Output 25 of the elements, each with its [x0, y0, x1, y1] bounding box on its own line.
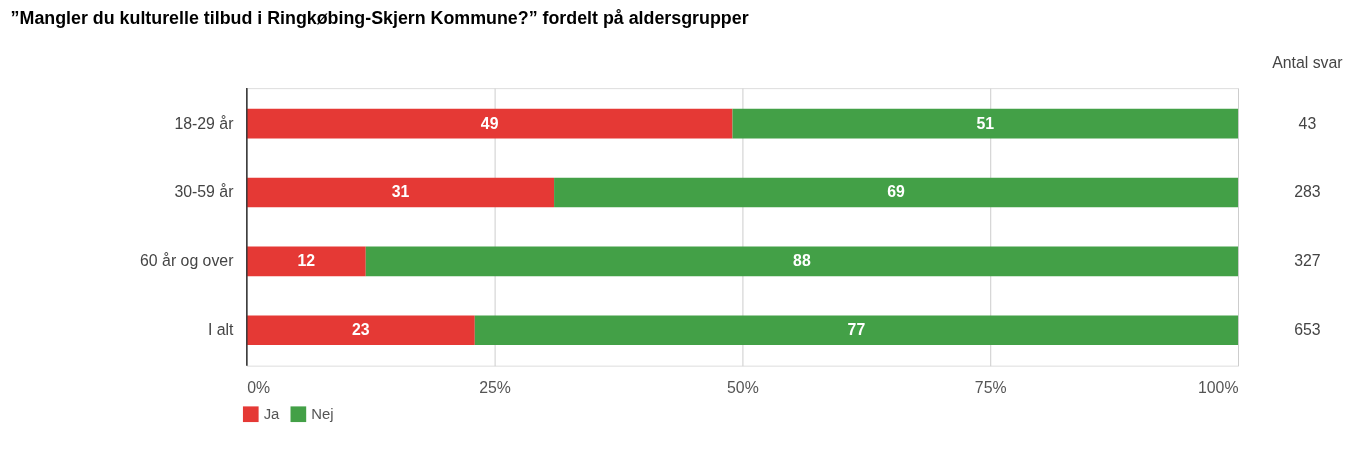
data-label: 77: [847, 321, 866, 339]
chart-title: ”Mangler du kulturelle tilbud i Ringkøbing-Skjern Kommune?” fordelt på aldersgrupper: [10, 7, 749, 28]
y-tick-label: 18-29 år: [174, 114, 235, 132]
text: Antal svar: [1272, 54, 1344, 72]
data-label: 88: [793, 252, 811, 270]
y-tick-label: 60 år og over: [140, 252, 235, 270]
text: 327: [1294, 252, 1321, 270]
x-tick-label: 50%: [727, 378, 759, 396]
data-label: 31: [391, 183, 410, 201]
text: 43: [1298, 114, 1317, 132]
data-label: 69: [887, 183, 906, 201]
x-tick-label: 0%: [247, 378, 271, 396]
data-label: 51: [976, 114, 995, 132]
x-tick-label: 25%: [479, 378, 511, 396]
text: 653: [1294, 321, 1321, 339]
x-tick-label: 75%: [974, 378, 1007, 396]
x-tick-label: 100%: [1197, 378, 1239, 396]
data-label: 49: [480, 114, 499, 132]
legend-label: Nej: [311, 406, 334, 423]
text: 283: [1294, 183, 1321, 201]
legend-label: Ja: [263, 406, 281, 423]
data-label: 12: [297, 252, 316, 270]
y-tick-label: I alt: [207, 321, 235, 339]
data-label: 23: [351, 321, 370, 339]
y-tick-label: 30-59 år: [174, 183, 235, 201]
